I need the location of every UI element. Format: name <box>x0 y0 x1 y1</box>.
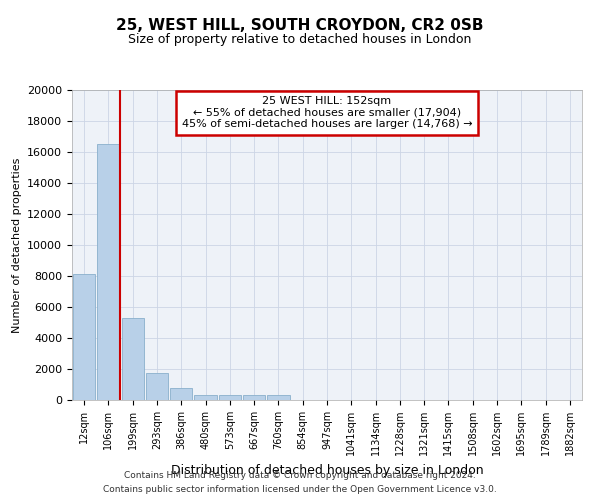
Text: Contains HM Land Registry data © Crown copyright and database right 2024.: Contains HM Land Registry data © Crown c… <box>124 472 476 480</box>
Bar <box>146 373 168 400</box>
Bar <box>218 396 241 400</box>
Bar <box>122 318 144 400</box>
Y-axis label: Number of detached properties: Number of detached properties <box>11 158 22 332</box>
Bar <box>267 396 290 400</box>
Bar <box>243 396 265 400</box>
Text: 25, WEST HILL, SOUTH CROYDON, CR2 0SB: 25, WEST HILL, SOUTH CROYDON, CR2 0SB <box>116 18 484 32</box>
Bar <box>170 388 193 400</box>
Text: 25 WEST HILL: 152sqm
← 55% of detached houses are smaller (17,904)
45% of semi-d: 25 WEST HILL: 152sqm ← 55% of detached h… <box>182 96 472 130</box>
Bar <box>97 144 119 400</box>
Text: Size of property relative to detached houses in London: Size of property relative to detached ho… <box>128 32 472 46</box>
Text: Contains public sector information licensed under the Open Government Licence v3: Contains public sector information licen… <box>103 484 497 494</box>
Bar <box>194 396 217 400</box>
X-axis label: Distribution of detached houses by size in London: Distribution of detached houses by size … <box>170 464 484 476</box>
Bar <box>73 274 95 400</box>
